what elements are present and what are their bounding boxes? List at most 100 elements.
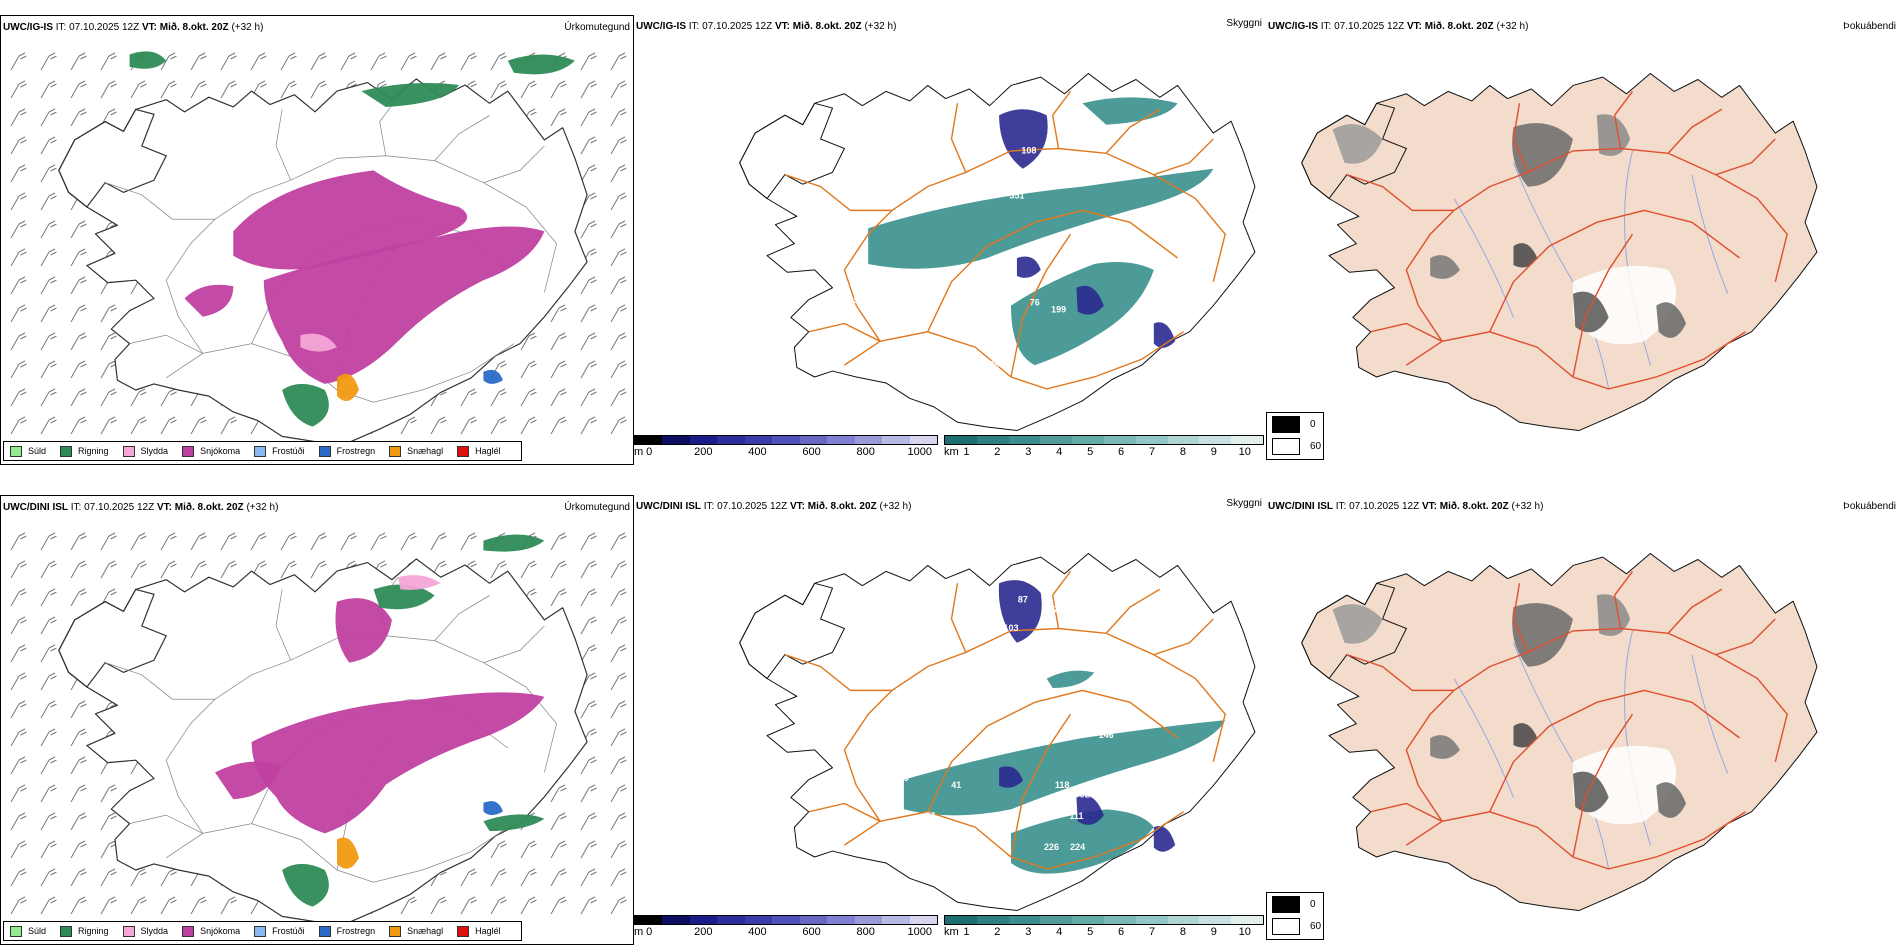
colorbar-segment <box>1199 436 1232 444</box>
visibility-value-label: 18 <box>1101 592 1111 602</box>
colorbar-tick: 9 <box>1210 926 1217 938</box>
legend-swatch <box>389 925 402 937</box>
valid-label: VT: <box>141 22 157 33</box>
visibility-value-label: 20 <box>1083 601 1093 611</box>
ptype-legend-item: Slydda <box>122 445 168 457</box>
valid-label: VT: <box>774 21 790 32</box>
ptype-legend-item: Súld <box>10 925 47 937</box>
run-time: 07.10.2025 12Z <box>69 22 140 33</box>
panel-header-row1-ptype: UWC/IG-IS IT: 07.10.2025 12Z VT: Mið. 8.… <box>3 22 263 33</box>
ptype-panel-row1: UWC/IG-IS IT: 07.10.2025 12Z VT: Mið. 8.… <box>0 15 634 465</box>
colorbar-tick: 0 <box>646 926 653 938</box>
legend-label: Rigning <box>78 926 109 936</box>
colorbar-segment <box>976 916 1009 924</box>
colorbar-tick: 10 <box>1238 926 1251 938</box>
panel-header-row1-visibility: UWC/IG-IS IT: 07.10.2025 12Z VT: Mið. 8.… <box>636 21 896 32</box>
colorbar-segment <box>882 436 910 444</box>
legend-swatch <box>10 445 22 457</box>
visibility-value-label: 116 <box>992 644 1007 654</box>
legend-swatch <box>182 445 195 457</box>
colorbar-segment <box>1167 916 1200 924</box>
visibility-value-label: 226 <box>1044 842 1059 852</box>
run-label: IT: <box>55 22 67 33</box>
colorbar-segment <box>689 916 718 924</box>
legend-label: Haglél <box>475 926 501 936</box>
colorbar-segment <box>1072 916 1104 924</box>
colorbar-unit: m <box>634 446 644 458</box>
run-time: 07.10.2025 12Z <box>1334 21 1405 32</box>
run-time: 07.10.2025 12Z <box>702 21 773 32</box>
legend-swatch <box>60 445 73 457</box>
visibility-value-label: 76 <box>751 112 761 122</box>
ptype-map-row1 <box>10 51 627 446</box>
visibility-value-label: 118 <box>1055 780 1070 790</box>
valid-time: Mið. 8.okt. 20Z <box>174 502 244 513</box>
visibility-value-label: 299 <box>989 359 1004 369</box>
ptype-panel-row2: UWC/DINI ISL IT: 07.10.2025 12Z VT: Mið.… <box>0 495 634 945</box>
ptype-legend-item: Frostregn <box>318 925 376 937</box>
visibility-value-label: 24 <box>1161 357 1171 367</box>
visibility-colorbar: km 1 2 3 4 5 6 7 8 9 10 <box>944 915 1264 939</box>
colorbar-tick: 800 <box>856 446 875 458</box>
legend-swatch <box>457 445 470 457</box>
ptype-legend-item: Snjókoma <box>182 445 240 457</box>
fog-title: Þokuábendi <box>1843 21 1896 32</box>
colorbar-tick: 5 <box>1087 446 1094 458</box>
visibility-value-label: 70 <box>732 131 742 141</box>
legend-swatch <box>1272 437 1300 455</box>
colorbar-tick: 4 <box>1056 926 1063 938</box>
fog-map-row1 <box>1301 73 1818 432</box>
valid-time: Mið. 8.okt. 20Z <box>792 21 862 32</box>
colorbar-segment <box>827 916 855 924</box>
colorbar-tick: 800 <box>856 926 875 938</box>
visibility-value-label: 199 <box>1051 305 1066 315</box>
colorbar-segment <box>635 436 663 444</box>
visibility-value-label: 47 <box>987 93 997 103</box>
colorbar-tick: 0 <box>646 446 653 458</box>
visibility-value-label: 95 <box>917 317 927 327</box>
visibility-colorbar: km 1 2 3 4 5 6 7 8 9 10 <box>944 435 1264 459</box>
legend-swatch <box>318 925 331 937</box>
run-time: 07.10.2025 12Z <box>84 502 155 513</box>
legend-label: Frostregn <box>336 926 376 936</box>
visibility-map-row2: 87 320 20 103 116 247 308 18 89 41 77 118 92 111 226 22… <box>739 553 1256 912</box>
fog-title: Þokuábendi <box>1843 501 1896 512</box>
colorbar-segment <box>854 436 883 444</box>
colorbar-segment <box>909 916 937 924</box>
legend-label: Frostregn <box>336 446 376 456</box>
ptype-legend: Súld Rigning Slydda Snjókoma Frostúði Frostre… <box>3 921 522 941</box>
valid-time: Mið. 8.okt. 20Z <box>807 501 877 512</box>
legend-label: Súld <box>28 926 47 936</box>
ptype-legend-item: Haglél <box>457 925 501 937</box>
ptype-legend-item: Frostúði <box>254 925 305 937</box>
legend-swatch <box>122 445 135 457</box>
visibility-value-label: 92 <box>1080 790 1090 800</box>
visibility-panel-row2: 87 320 20 103 116 247 308 18 89 41 77 118 92 111 226 22… <box>634 495 1266 945</box>
fog-panel-row1: UWC/IG-IS IT: 07.10.2025 12Z VT: Mið. 8.… <box>1266 15 1900 465</box>
panel-header-row2-fog: UWC/DINI ISL IT: 07.10.2025 12Z VT: Mið.… <box>1268 501 1543 512</box>
visibility-panel-row1: 1 76 70 47 28 108 215 351 54 22 59 95 50 105 299 76 199 5… <box>634 15 1266 465</box>
colorbar-segment <box>772 436 800 444</box>
fog-panel-row2: UWC/DINI ISL IT: 07.10.2025 12Z VT: Mið.… <box>1266 495 1900 945</box>
colorbar-tick: 400 <box>748 446 767 458</box>
ptype-legend-item: Haglél <box>457 445 501 457</box>
visibility-title: Skyggni <box>1226 498 1262 509</box>
cloudbase-colorbar: m 0 200 400 600 800 1000 <box>634 915 938 939</box>
colorbar-unit: km <box>944 926 959 938</box>
run-label: IT: <box>688 21 700 32</box>
colorbar-segment <box>882 916 910 924</box>
ptype-title: Úrkomutegund <box>564 22 630 33</box>
visibility-value-label: 1 <box>723 95 728 105</box>
visibility-value-label: 22 <box>880 271 890 281</box>
colorbar-segment <box>744 436 773 444</box>
colorbar-tick: 200 <box>694 446 713 458</box>
colorbar-segment <box>1199 916 1232 924</box>
legend-label: Snæhagl <box>407 926 444 936</box>
visibility-value-label: 236 <box>1158 870 1173 880</box>
visibility-value-label: 50 <box>961 314 971 324</box>
colorbar-segment <box>909 436 937 444</box>
colorbar-tick: 3 <box>1025 446 1032 458</box>
ptype-legend-item: Rigning <box>60 925 109 937</box>
colorbar-strip <box>944 435 1264 445</box>
visibility-value-label: 78 <box>906 448 916 458</box>
